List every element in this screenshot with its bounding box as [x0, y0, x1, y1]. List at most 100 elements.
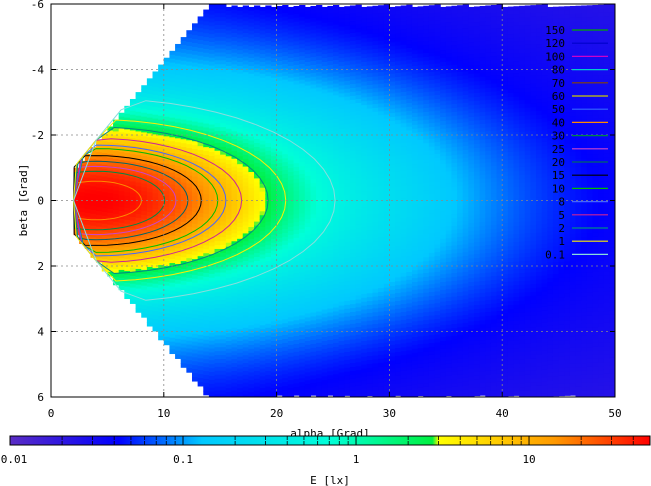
heatmap-cell — [192, 39, 199, 44]
heatmap-cell — [141, 222, 148, 228]
heatmap-cell — [333, 307, 340, 313]
heatmap-cell — [208, 379, 216, 385]
heatmap-cell — [192, 377, 199, 382]
heatmap-cell — [248, 175, 255, 181]
heatmap-cell — [338, 38, 345, 43]
heatmap-cell — [180, 170, 187, 176]
heatmap-cell — [169, 255, 176, 260]
heatmap-cell — [169, 54, 176, 60]
heatmap-cell — [282, 12, 289, 18]
heatmap-cell — [349, 150, 357, 156]
heatmap-cell — [333, 342, 340, 348]
heatmap-cell — [259, 65, 266, 71]
heatmap-cell — [203, 241, 210, 246]
heatmap-cell — [248, 388, 255, 393]
heatmap-cell — [237, 215, 244, 220]
heatmap-cell — [231, 374, 238, 380]
heatmap-cell — [366, 136, 374, 141]
heatmap-cell — [389, 285, 396, 291]
heatmap-cell — [141, 120, 148, 126]
heatmap-cell — [372, 17, 379, 23]
heatmap-cell — [146, 255, 154, 260]
heatmap-cell — [372, 324, 379, 329]
heatmap-cell — [406, 323, 413, 328]
heatmap-cell — [169, 322, 176, 327]
heatmap-cell — [186, 348, 193, 354]
heatmap-cell — [175, 51, 182, 57]
heatmap-cell — [321, 65, 328, 71]
heatmap-cell — [180, 351, 187, 357]
heatmap-cell — [293, 351, 300, 357]
heatmap-cell — [321, 34, 328, 39]
heatmap-cell — [129, 161, 137, 167]
heatmap-cell — [304, 42, 312, 47]
heatmap-cell — [152, 185, 159, 190]
heatmap-cell — [310, 296, 317, 302]
heatmap-cell — [338, 266, 345, 271]
heatmap-cell — [113, 272, 120, 278]
heatmap-cell — [344, 33, 351, 39]
heatmap-cell — [282, 319, 289, 324]
heatmap-cell — [349, 343, 357, 348]
heatmap-cell — [141, 254, 148, 259]
heatmap-cell — [383, 126, 390, 131]
heatmap-cell — [299, 339, 306, 344]
heatmap-cell — [310, 116, 317, 121]
heatmap-cell — [197, 169, 204, 175]
heatmap-cell — [259, 116, 266, 122]
heatmap-cell — [389, 266, 396, 271]
heatmap-cell — [197, 366, 204, 371]
heatmap-cell — [259, 6, 266, 12]
heatmap-cell — [265, 29, 272, 34]
heatmap-cell — [124, 117, 131, 123]
heatmap-cell — [169, 345, 176, 351]
heatmap-cell — [372, 100, 379, 105]
heatmap-cell — [400, 186, 407, 191]
heatmap-cell — [231, 300, 238, 305]
heatmap-cell — [366, 253, 374, 259]
heatmap-cell — [248, 164, 255, 169]
heatmap-cell — [372, 261, 379, 266]
heatmap-cell — [231, 40, 238, 46]
heatmap-cell — [349, 52, 357, 58]
heatmap-cell — [163, 218, 171, 224]
heatmap-cell — [135, 206, 142, 211]
heatmap-cell — [361, 282, 368, 287]
heatmap-cell — [361, 329, 368, 334]
heatmap-cell — [383, 197, 390, 202]
heatmap-cell — [242, 44, 249, 50]
heatmap-cell — [276, 139, 283, 145]
heatmap-cell — [361, 305, 368, 311]
heatmap-cell — [383, 271, 390, 277]
heatmap-cell — [129, 299, 137, 304]
heatmap-cell — [270, 42, 278, 47]
heatmap-cell — [276, 257, 283, 263]
heatmap-cell — [90, 210, 97, 215]
heatmap-cell — [180, 131, 187, 136]
heatmap-cell — [344, 312, 351, 318]
heatmap-cell — [333, 287, 340, 293]
heatmap-cell — [186, 132, 193, 137]
heatmap-cell — [220, 5, 227, 10]
heatmap-cell — [146, 117, 154, 123]
heatmap-cell — [293, 131, 300, 137]
heatmap-cell — [180, 229, 187, 235]
heatmap-cell — [389, 160, 396, 165]
heatmap-cell — [225, 58, 233, 63]
heatmap-cell — [248, 136, 255, 142]
heatmap-cell — [366, 108, 374, 114]
heatmap-cell — [355, 346, 362, 352]
heatmap-cell — [180, 272, 187, 278]
heatmap-cell — [254, 386, 261, 392]
heatmap-cell — [293, 9, 300, 15]
heatmap-cell — [203, 96, 210, 101]
heatmap-cell — [203, 103, 210, 109]
heatmap-cell — [231, 32, 238, 38]
heatmap-cell — [344, 92, 351, 98]
heatmap-cell — [304, 282, 312, 287]
heatmap-cell — [304, 77, 312, 83]
heatmap-cell — [293, 76, 300, 82]
heatmap-cell — [141, 203, 148, 208]
heatmap-cell — [146, 263, 154, 268]
heatmap-cell — [214, 40, 221, 46]
